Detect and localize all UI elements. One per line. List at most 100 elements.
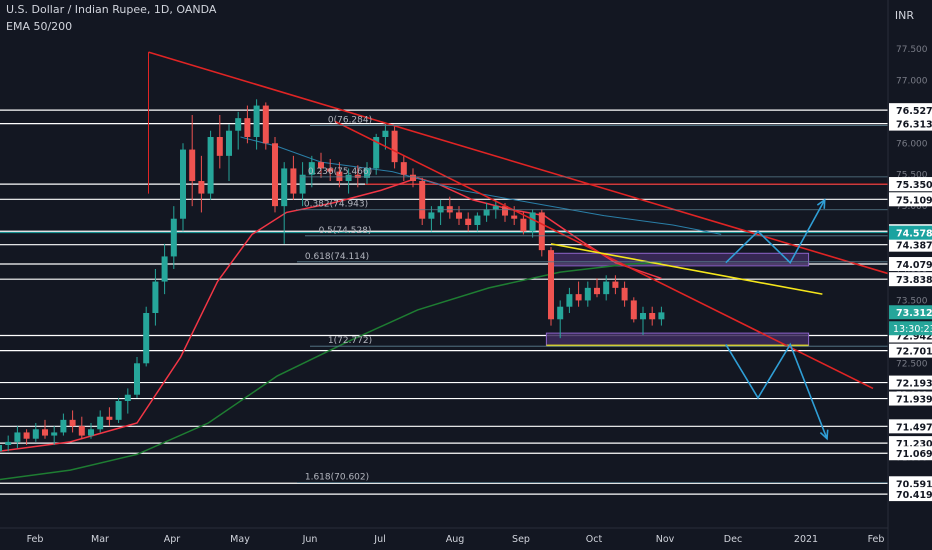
candle-body	[78, 426, 85, 436]
x-tick-label: Sep	[512, 534, 530, 545]
candle-body	[308, 162, 315, 175]
countdown-bg	[889, 321, 932, 336]
candle-body	[557, 306, 564, 320]
level-tag-bg	[889, 446, 932, 461]
trendline	[334, 120, 874, 390]
level-tag-bg	[889, 103, 932, 118]
candle-body	[621, 287, 628, 301]
candle-body	[612, 281, 619, 288]
candle-body	[23, 432, 30, 439]
x-tick-label: Feb	[27, 534, 44, 545]
candle-body	[262, 105, 269, 144]
candle-body	[42, 429, 48, 436]
x-tick-label: Mar	[91, 534, 109, 545]
candle-body	[88, 429, 94, 436]
candle-body	[437, 206, 444, 213]
level-tag: 71.939	[896, 395, 932, 406]
level-tag-bg	[889, 272, 932, 287]
y-tick-label: 76.000	[896, 139, 928, 149]
candle-body	[106, 416, 113, 420]
candle-body	[318, 162, 324, 169]
candle-body	[69, 419, 76, 427]
candle-body	[152, 281, 159, 313]
candle-body	[658, 312, 665, 320]
ema200-line	[0, 261, 662, 481]
trendline	[148, 51, 932, 288]
level-tag: 71.069	[896, 449, 932, 460]
candle-body	[253, 105, 260, 137]
projection-path	[725, 199, 826, 265]
candle-body	[548, 250, 554, 320]
current-price-tag-bg	[889, 305, 932, 320]
chart-title: U.S. Dollar / Indian Rupee, 1D, OANDA	[6, 3, 217, 16]
candle-body	[207, 137, 214, 194]
candle-body	[180, 149, 186, 219]
countdown-label: 13:30:23	[893, 324, 932, 335]
colored-level-tag: 75.350	[896, 180, 932, 191]
level-tag-bg	[889, 116, 932, 131]
level-tag-bg	[889, 192, 932, 207]
candle-body	[428, 212, 435, 219]
candle-body	[603, 281, 610, 295]
x-tick-label: Nov	[656, 534, 675, 545]
level-tag-bg	[889, 487, 932, 502]
candle-body	[97, 416, 104, 430]
candle-body	[32, 429, 39, 439]
candle-body	[115, 401, 122, 420]
fib-label: 1.618(70.602)	[305, 473, 369, 483]
y-tick-label: 73.500	[896, 296, 928, 306]
candle-body	[189, 149, 196, 181]
level-tag: 72.701	[896, 347, 932, 358]
current-price-tag: 73.312	[896, 308, 932, 319]
fib-label: 1(72.772)	[328, 336, 372, 346]
y-tick-label: 75.500	[896, 171, 928, 181]
candle-body	[290, 168, 297, 194]
candle-body	[410, 174, 416, 181]
candle-body	[520, 218, 527, 232]
candle-body	[299, 174, 306, 194]
candle-body	[566, 294, 573, 307]
time-axis: Feb Mar Apr May Jun Jul Aug Sep Oct Nov Dec 2021 Feb	[0, 0, 889, 550]
level-tag: 71.230	[896, 439, 932, 450]
price-axis: 77.50077.00076.50076.00075.50075.00074.5…	[888, 0, 932, 550]
candle-body	[511, 215, 518, 219]
candle-body	[419, 181, 426, 219]
y-tick-label: 75.000	[896, 202, 928, 212]
moving-averages	[0, 136, 722, 481]
level-tag: 76.527	[896, 106, 932, 117]
x-tick-label: Apr	[164, 534, 181, 545]
candles	[0, 99, 665, 452]
candle-body	[594, 287, 600, 295]
candle-body	[327, 168, 334, 172]
candle-body	[134, 363, 140, 395]
x-tick-label: May	[230, 534, 250, 545]
x-tick-label: Feb	[868, 534, 885, 545]
candle-body	[649, 313, 656, 320]
candle-body	[630, 300, 637, 320]
x-tick-label: Jul	[373, 534, 385, 545]
candle-body	[5, 441, 12, 445]
x-tick-label: Oct	[586, 534, 603, 545]
candle-body	[446, 206, 453, 213]
fib-label: 0.382(74.943)	[304, 200, 368, 210]
level-tag-bg	[889, 476, 932, 491]
candle-body	[170, 218, 177, 257]
ema50-line	[0, 177, 662, 452]
level-tag: 72.193	[896, 379, 932, 390]
level-tag-bg	[889, 343, 932, 358]
candle-body	[640, 313, 646, 320]
candle-body	[143, 313, 150, 364]
level-tag: 73.838	[896, 275, 932, 286]
candle-body	[400, 162, 407, 175]
candle-body	[364, 168, 370, 178]
colored-level-tag-bg	[889, 177, 932, 192]
projection-path	[725, 342, 828, 439]
level-tag-bg	[889, 237, 932, 252]
level-tag: 72.942	[896, 332, 932, 343]
candle-body	[281, 168, 288, 207]
fib-labels: 0(76.284) 0.236(75.466) 0.382(74.943) 0.5(7…	[296, 115, 888, 483]
time-axis-bg	[0, 528, 888, 550]
level-tag: 70.591	[896, 479, 932, 490]
level-tag: 75.109	[896, 195, 932, 206]
